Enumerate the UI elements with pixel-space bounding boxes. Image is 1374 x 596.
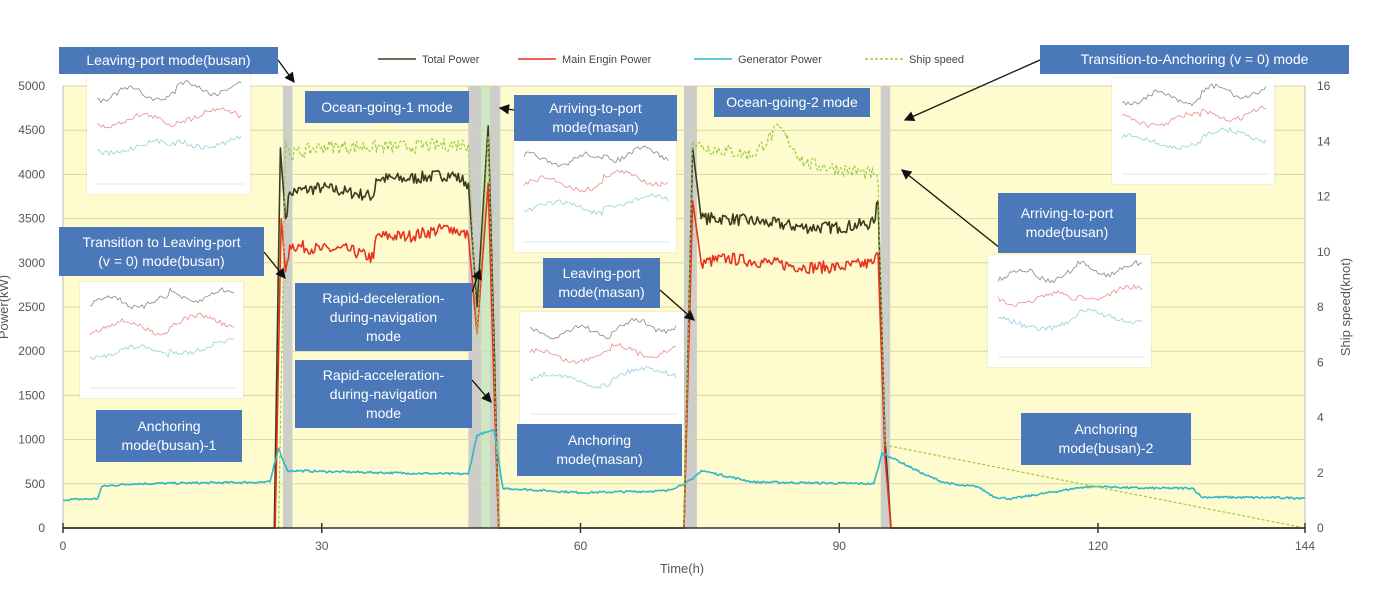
inset-series: [529, 342, 677, 365]
mode-label-ocean-going-2: Ocean-going-2 mode: [714, 88, 870, 117]
inset-thumbnail-transition-leaving: [80, 282, 243, 398]
annotation-arrow: [498, 104, 515, 115]
inset-series: [997, 259, 1143, 284]
mode-label-anchoring-masan: Anchoring mode(masan): [517, 424, 682, 476]
y-tick-label: 4000: [18, 167, 45, 181]
y-axis-title: Power(kW): [0, 275, 11, 339]
inset-series: [997, 308, 1143, 332]
legend-label-generator-power: Generator Power: [738, 54, 822, 66]
y-tick-label: 2500: [18, 300, 45, 314]
y-tick-label: 500: [25, 477, 45, 491]
mode-label-arriving-masan: Arriving-to-port mode(masan): [514, 95, 677, 141]
inset-series: [997, 284, 1143, 307]
inset-series: [89, 312, 235, 336]
legend-label-main-engin-power: Main Engin Power: [562, 54, 652, 66]
mode-label-arriving-busan: Arriving-to-port mode(busan): [998, 193, 1136, 253]
y-right-tick-label: 0: [1317, 521, 1324, 535]
annotation-arrow: [471, 379, 492, 403]
y-right-tick-label: 2: [1317, 466, 1324, 480]
inset-graph: [89, 286, 237, 389]
y-right-tick-label: 14: [1317, 134, 1331, 148]
y-tick-label: 4500: [18, 123, 45, 137]
x-tick-label: 120: [1088, 539, 1108, 553]
inset-series: [89, 338, 235, 361]
inset-thumbnail-arriving-busan: [988, 255, 1151, 367]
y-right-tick-label: 4: [1317, 411, 1324, 425]
inset-series: [96, 135, 242, 157]
annotation-arrow: [900, 169, 1001, 249]
y-tick-label: 3000: [18, 256, 45, 270]
inset-graph: [1121, 83, 1268, 175]
y-tick-label: 0: [38, 521, 45, 535]
mode-label-rapid-acceleration: Rapid-acceleration- during-navigation mo…: [295, 360, 472, 428]
annotation-arrow: [903, 59, 1041, 122]
mode-label-rapid-deceleration: Rapid-deceleration- during-navigation mo…: [295, 283, 472, 351]
inset-series: [96, 107, 242, 129]
inset-series: [529, 365, 677, 390]
inset-thumbnail-leaving-busan: [87, 74, 250, 194]
inset-thumbnail-leaving-masan: [520, 312, 684, 424]
y-tick-label: 1000: [18, 433, 45, 447]
inset-series: [523, 169, 669, 193]
y-axis-right-title: Ship speed(knot): [1338, 258, 1353, 356]
mode-label-ocean-going-1: Ocean-going-1 mode: [305, 91, 469, 123]
mode-label-anchoring-busan-2: Anchoring mode(busan)-2: [1021, 413, 1191, 465]
y-right-tick-label: 12: [1317, 190, 1331, 204]
annotation-arrow: [471, 268, 482, 293]
legend-label-total-power: Total Power: [422, 54, 480, 66]
x-axis-title: Time(h): [660, 561, 704, 576]
inset-series: [523, 145, 669, 167]
x-tick-label: 0: [60, 539, 67, 553]
inset-series: [1121, 105, 1267, 129]
y-tick-label: 2000: [18, 344, 45, 358]
inset-graph: [96, 80, 244, 185]
inset-thumbnail-transition-anchoring: [1112, 78, 1274, 184]
inset-series: [529, 317, 677, 340]
x-tick-label: 30: [315, 539, 329, 553]
y-right-tick-label: 10: [1317, 245, 1331, 259]
mode-label-leaving-port-busan: Leaving-port mode(busan): [59, 47, 278, 74]
inset-graph: [523, 145, 670, 243]
y-right-tick-label: 16: [1317, 79, 1331, 93]
x-tick-label: 144: [1295, 539, 1315, 553]
inset-series: [1121, 83, 1267, 107]
annotation-arrow: [263, 251, 286, 280]
inset-series: [96, 80, 242, 104]
x-tick-label: 90: [833, 539, 847, 553]
y-tick-label: 5000: [18, 79, 45, 93]
inset-series: [1121, 126, 1267, 150]
y-right-tick-label: 8: [1317, 300, 1324, 314]
y-right-tick-label: 6: [1317, 355, 1324, 369]
mode-label-transition-anchoring: Transition-to-Anchoring (v = 0) mode: [1040, 45, 1349, 74]
y-tick-label: 1500: [18, 388, 45, 402]
inset-graph: [529, 317, 678, 415]
annotation-arrow: [659, 289, 695, 321]
series-line-generator-power: [62, 429, 1306, 502]
inset-series: [523, 192, 669, 217]
legend-label-ship-speed: Ship speed: [909, 54, 964, 66]
inset-series: [89, 286, 234, 310]
mode-label-leaving-masan: Leaving-port mode(masan): [543, 258, 660, 308]
annotation-arrow: [277, 59, 295, 84]
y-tick-label: 3500: [18, 212, 45, 226]
x-tick-label: 60: [574, 539, 588, 553]
inset-graph: [997, 259, 1145, 358]
mode-label-anchoring-busan-1: Anchoring mode(busan)-1: [96, 410, 242, 462]
inset-thumbnail-arriving-masan: [514, 140, 676, 252]
mode-label-transition-leaving-busan: Transition to Leaving-port (v = 0) mode(…: [59, 227, 264, 276]
